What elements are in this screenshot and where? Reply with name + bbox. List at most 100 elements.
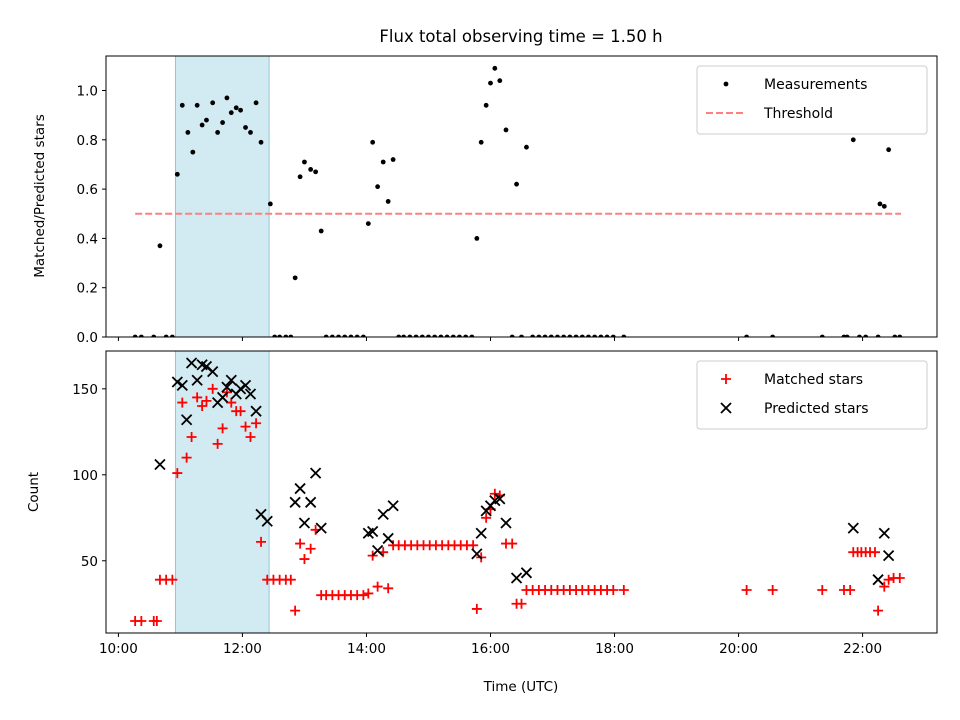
measurement-point (850, 137, 856, 143)
bottom-axes-frame (105, 350, 938, 634)
predicted-star-point (221, 381, 233, 393)
measurement-point (318, 228, 324, 234)
predicted-star-point (185, 357, 198, 369)
measurement-point (897, 334, 903, 337)
legend-label: Matched stars (764, 372, 863, 388)
measurement-point (238, 107, 243, 113)
measurement-point (536, 334, 542, 337)
matched-star-point (290, 605, 301, 616)
measurement-point (210, 100, 216, 106)
top-legend: Measurements Threshold (696, 65, 928, 135)
matched-star-point (618, 585, 629, 596)
x-tick-label: 14:00 (347, 641, 386, 657)
measurement-point (169, 334, 175, 337)
measurement-point (163, 334, 169, 337)
measurement-point (881, 203, 887, 209)
measurement-point (555, 334, 560, 337)
predicted-star-point (315, 522, 327, 534)
measurement-point (503, 127, 509, 133)
x-axis-label: Time (UTC) (483, 679, 559, 695)
matched-star-point (516, 598, 527, 609)
measurement-point (385, 199, 391, 204)
matched-star-point (817, 585, 828, 596)
measurement-point (863, 334, 869, 337)
predicted-star-point (471, 548, 483, 560)
predicted-star-point (171, 376, 183, 388)
measurement-point (215, 130, 221, 135)
top-y-tick-label: 0.8 (77, 133, 98, 149)
matched-star-point (879, 581, 890, 592)
matched-star-point (363, 588, 374, 599)
measurement-point (151, 334, 157, 337)
matched-star-point (226, 397, 237, 408)
predicted-star-point (371, 544, 384, 557)
predicted-star-point (878, 527, 890, 539)
matched-star-point (186, 431, 197, 442)
measurement-point (360, 334, 366, 337)
matched-star-point (608, 585, 619, 596)
matched-star-point (285, 574, 296, 585)
top-y-tick-label: 0.0 (77, 330, 98, 346)
measurement-point (272, 334, 278, 337)
predicted-star-point (216, 391, 229, 404)
chart-title: Flux total observing time = 1.50 h (379, 27, 662, 46)
measurement-point (370, 139, 376, 145)
top-y-tick-label: 0.6 (77, 182, 98, 198)
matched-star-point (192, 392, 203, 403)
matched-star-point (177, 397, 188, 408)
measurement-point (770, 334, 776, 337)
measurement-point (561, 334, 567, 337)
top-shaded-region (174, 55, 270, 338)
measurement-point (233, 105, 239, 111)
x-tick-label: 22:00 (843, 641, 882, 657)
bottom-shaded-region (174, 350, 270, 634)
measurement-point (426, 334, 431, 337)
bottom-legend: Matched stars Predicted stars (696, 360, 928, 430)
measurement-point (542, 334, 548, 337)
measurement-point (579, 334, 585, 337)
measurement-point (519, 334, 524, 337)
predicted-star-point (382, 532, 394, 545)
measurement-point (844, 334, 850, 337)
predicted-star-point (239, 379, 252, 392)
predicted-star-point (494, 493, 506, 505)
predicted-star-point (298, 517, 311, 529)
measurement-point (380, 159, 386, 165)
measurement-point (267, 201, 273, 207)
matched-star-point (256, 536, 267, 547)
measurement-point (407, 334, 413, 337)
predicted-star-point (294, 482, 306, 495)
measurement-point (573, 334, 579, 337)
measurement-point (199, 122, 205, 128)
measurement-point (450, 334, 456, 337)
legend-label: Threshold (763, 106, 833, 122)
measurement-point (297, 174, 303, 180)
measurement-point (413, 334, 419, 337)
predicted-star-point (520, 567, 533, 579)
measurement-point (819, 334, 825, 337)
measurement-point (277, 334, 283, 337)
measurement-point (288, 334, 294, 337)
bottom-series-predicted-stars (154, 357, 895, 586)
x-tick-label: 16:00 (471, 641, 510, 657)
measurement-point (292, 275, 298, 281)
matched-star-point (471, 603, 482, 614)
measurement-point (248, 130, 253, 135)
measurement-point (604, 334, 610, 337)
measurement-point (258, 139, 264, 145)
measurement-point (478, 139, 484, 145)
measurement-point (744, 334, 750, 337)
measurement-point (509, 334, 515, 337)
top-axes-frame (105, 55, 938, 338)
measurement-point (354, 334, 360, 337)
matched-star-point (235, 406, 246, 417)
bottom-y-tick-label: 100 (72, 468, 98, 484)
measurement-point (419, 334, 425, 337)
matched-star-point (181, 452, 192, 463)
measurement-point (329, 334, 335, 337)
x-tick-label: 12:00 (223, 641, 262, 657)
legend-marker-matched (721, 374, 731, 384)
predicted-star-point (234, 383, 247, 395)
predicted-star-point (872, 574, 884, 586)
bottom-y-tick-label: 50 (81, 554, 98, 570)
